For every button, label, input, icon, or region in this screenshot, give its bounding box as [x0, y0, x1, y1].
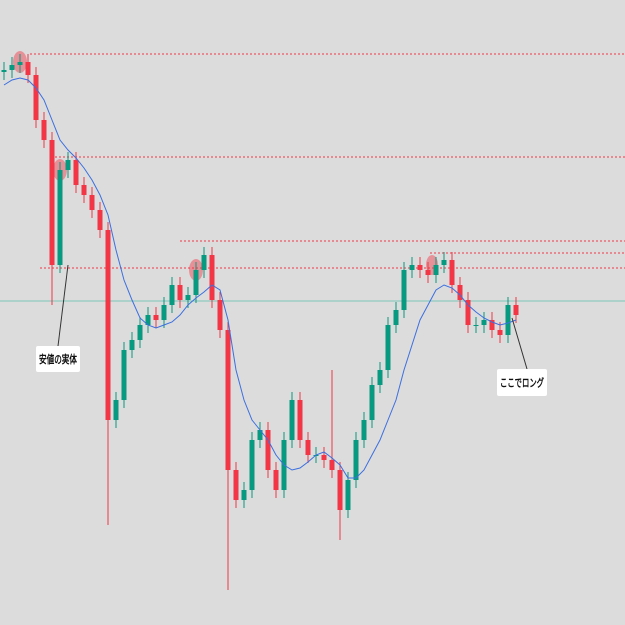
annotation-arrow	[57, 264, 69, 347]
annotation-text: 安値の実体	[39, 352, 78, 366]
candle-body	[209, 255, 215, 300]
candle-body	[25, 62, 31, 75]
candle-body	[329, 460, 335, 470]
candle-body	[73, 160, 79, 185]
candle-body	[169, 285, 175, 305]
candle-body	[369, 385, 375, 420]
candle-body	[241, 490, 247, 500]
candle-body	[489, 320, 495, 330]
candle-body	[481, 320, 487, 325]
candle-body	[145, 315, 151, 325]
candle-body	[33, 75, 39, 120]
annotation-box	[36, 346, 80, 372]
candle-body	[97, 210, 103, 230]
candle-body	[57, 170, 63, 265]
candle-body	[297, 400, 303, 440]
candle-body	[457, 285, 463, 300]
candle-body	[233, 470, 239, 500]
candle-body	[417, 265, 423, 270]
candle-body	[193, 270, 199, 295]
candle-body	[393, 310, 399, 325]
candle-body	[505, 305, 511, 335]
candle-body	[49, 140, 55, 265]
candle-body	[137, 325, 143, 340]
candle-body	[433, 265, 439, 275]
candle-body	[377, 370, 383, 385]
candle-body	[113, 400, 119, 420]
candle-body	[513, 305, 519, 315]
candle-body	[473, 325, 479, 326]
candle-body	[9, 65, 15, 70]
candle-body	[353, 440, 359, 480]
candle-body	[441, 260, 447, 265]
candle-body	[1, 70, 7, 72]
candle-body	[465, 300, 471, 325]
annotation-text: ここでロング	[500, 376, 544, 390]
candle-body	[217, 300, 223, 330]
candle-body	[289, 400, 295, 440]
candle-body	[345, 480, 351, 510]
candle-body	[65, 160, 71, 170]
annotation-arrow	[511, 317, 528, 370]
candle-body	[129, 340, 135, 350]
candle-body	[201, 255, 207, 270]
candle-body	[41, 120, 47, 140]
candle-body	[177, 285, 183, 300]
candle-body	[337, 470, 343, 510]
candle-body	[321, 455, 327, 460]
candle-body	[17, 62, 23, 65]
candle-body	[425, 270, 431, 275]
candle-body	[89, 195, 95, 210]
candle-body	[361, 420, 367, 440]
candle-body	[305, 440, 311, 455]
candle-body	[121, 350, 127, 400]
candle-body	[153, 315, 159, 320]
candle-body	[401, 270, 407, 310]
candle-body	[449, 260, 455, 285]
candle-body	[185, 295, 191, 300]
candle-body	[225, 330, 231, 470]
candle-body	[497, 330, 503, 335]
candle-body	[249, 440, 255, 490]
moving-average	[3, 77, 517, 479]
candle-body	[161, 305, 167, 320]
candle-body	[273, 470, 279, 490]
annotation-box	[497, 369, 547, 396]
candle-body	[257, 430, 263, 440]
candle-body	[409, 265, 415, 270]
candle-body	[81, 185, 87, 195]
candle-body	[265, 430, 271, 470]
candle-body	[385, 325, 391, 370]
candle-body	[105, 230, 111, 420]
